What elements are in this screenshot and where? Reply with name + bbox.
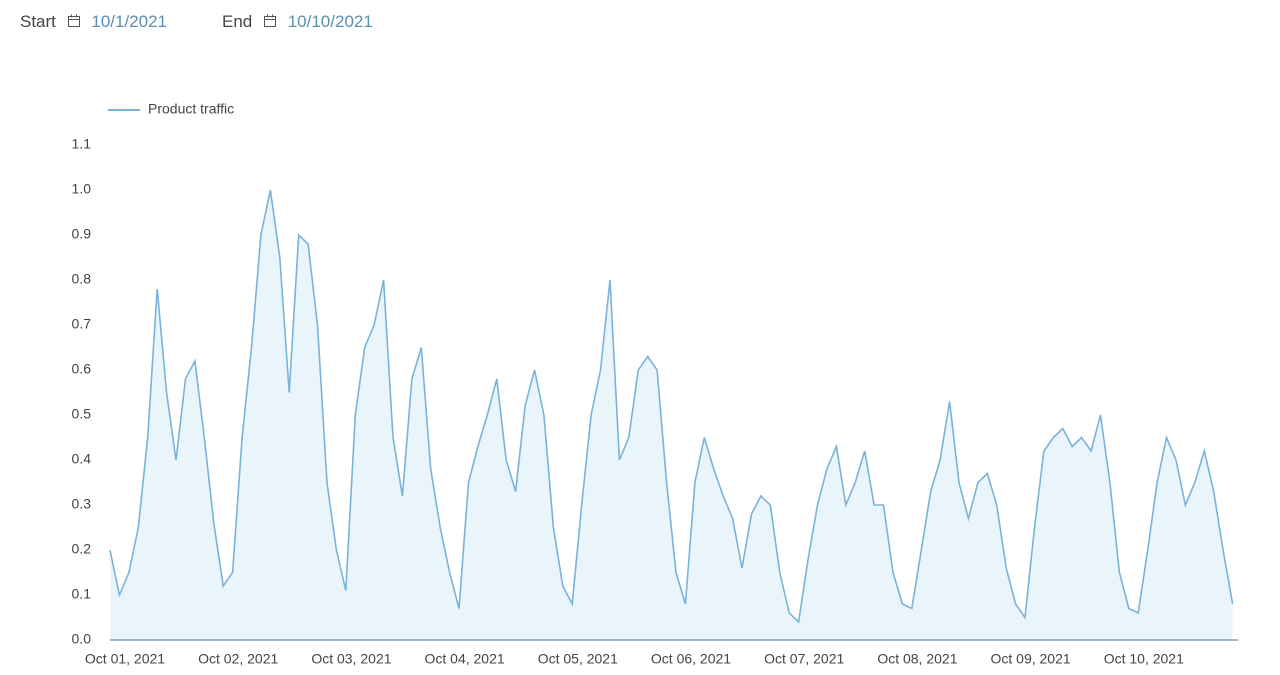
area-fill bbox=[110, 190, 1233, 640]
y-tick-label: 0.4 bbox=[72, 451, 92, 467]
y-tick-label: 1.0 bbox=[72, 181, 92, 197]
y-tick-label: 0.7 bbox=[72, 316, 92, 332]
calendar-icon[interactable] bbox=[67, 14, 81, 28]
start-field: Start 10/1/2021 bbox=[20, 12, 167, 32]
start-label: Start bbox=[20, 12, 56, 31]
y-tick-label: 0.8 bbox=[72, 271, 92, 287]
calendar-icon[interactable] bbox=[263, 14, 277, 28]
end-label: End bbox=[222, 12, 253, 31]
x-tick-label: Oct 04, 2021 bbox=[425, 651, 505, 667]
x-tick-label: Oct 03, 2021 bbox=[311, 651, 391, 667]
end-field: End 10/10/2021 bbox=[222, 12, 373, 32]
y-tick-label: 1.1 bbox=[72, 136, 92, 152]
legend-label: Product traffic bbox=[148, 101, 234, 117]
y-tick-label: 0.2 bbox=[72, 541, 92, 557]
x-tick-label: Oct 01, 2021 bbox=[85, 651, 165, 667]
start-date[interactable]: 10/1/2021 bbox=[91, 12, 168, 31]
x-tick-label: Oct 10, 2021 bbox=[1104, 651, 1184, 667]
y-tick-label: 0.1 bbox=[72, 586, 92, 602]
x-tick-label: Oct 08, 2021 bbox=[877, 651, 957, 667]
x-tick-label: Oct 07, 2021 bbox=[764, 651, 844, 667]
y-tick-label: 0.0 bbox=[72, 631, 92, 647]
y-tick-label: 0.5 bbox=[72, 406, 92, 422]
x-tick-label: Oct 09, 2021 bbox=[991, 651, 1071, 667]
y-tick-label: 0.6 bbox=[72, 361, 92, 377]
x-tick-label: Oct 05, 2021 bbox=[538, 651, 618, 667]
end-date[interactable]: 10/10/2021 bbox=[287, 12, 373, 31]
x-tick-label: Oct 02, 2021 bbox=[198, 651, 278, 667]
line bbox=[109, 189, 1234, 624]
y-tick-label: 0.9 bbox=[72, 226, 92, 242]
y-tick-label: 0.3 bbox=[72, 496, 92, 512]
x-tick-label: Oct 06, 2021 bbox=[651, 651, 731, 667]
